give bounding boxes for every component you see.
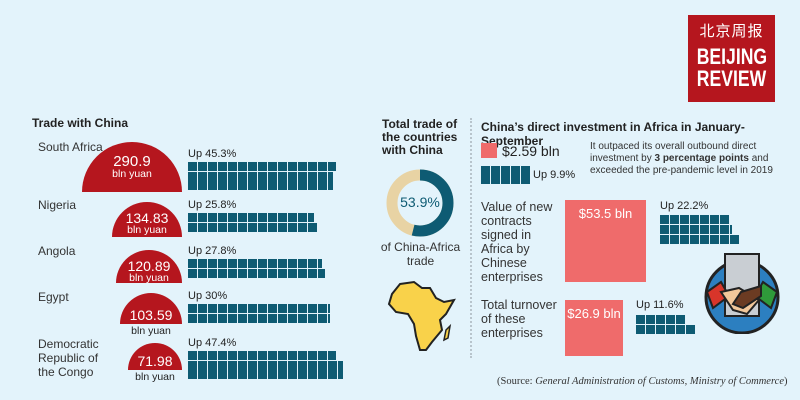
growth-grid-row xyxy=(188,360,343,370)
country-name: Egypt xyxy=(38,290,69,304)
growth-grid-row xyxy=(188,213,314,222)
contracts-value: $53.5 bln xyxy=(565,200,646,282)
trade-unit: bln yuan xyxy=(112,168,152,180)
growth-grid-row xyxy=(188,171,333,181)
country-name: South Africa xyxy=(38,140,103,154)
trade-growth: Up 25.8% xyxy=(188,199,237,211)
share-caption: of China-Africa trade xyxy=(380,240,461,268)
country-name: Nigeria xyxy=(38,198,77,212)
trade-growth: Up 45.3% xyxy=(188,148,237,160)
source-text: ) xyxy=(784,376,788,387)
trade-value: 103.59 xyxy=(129,307,173,323)
trade-value: 290.9 xyxy=(113,153,151,170)
growth-grid-row xyxy=(188,313,330,323)
donut-share xyxy=(386,169,454,237)
trade-unit: bln yuan xyxy=(135,371,175,383)
turnover-value: $26.9 bln xyxy=(565,300,623,356)
contracts-grid xyxy=(660,215,729,224)
logo-line2: REVIEW xyxy=(696,66,767,91)
investment-note: It outpaced its overall outbound direct … xyxy=(590,141,790,177)
direct-growth: Up 9.9% xyxy=(533,169,576,181)
direct-square xyxy=(481,143,497,158)
growth-grid-row xyxy=(188,181,333,190)
note-bold: 3 percentage points xyxy=(654,153,749,164)
growth-grid-row xyxy=(188,162,336,171)
note-text: It outpaced its overall outbound direct … xyxy=(590,141,757,164)
trade-growth: Up 47.4% xyxy=(188,337,237,349)
growth-grid-row xyxy=(188,304,330,313)
trade-title: Trade with China xyxy=(32,116,129,130)
growth-grid-row xyxy=(188,259,322,268)
growth-grid-row xyxy=(188,370,343,379)
turnover-grid xyxy=(636,325,695,334)
growth-grid-row xyxy=(188,268,325,278)
divider xyxy=(470,118,472,358)
growth-grid-row xyxy=(188,222,318,232)
share-value: 53.9% xyxy=(400,194,440,210)
beijing-review-logo: 北京周报 BEIJING REVIEW xyxy=(688,15,775,102)
trade-unit: bln yuan xyxy=(131,325,171,337)
country-name: Democratic Republic of the Congo xyxy=(38,337,99,379)
turnover-grid xyxy=(636,315,685,324)
direct-grid xyxy=(481,166,530,175)
direct-value: $2.59 bln xyxy=(502,143,560,159)
contracts-grid xyxy=(660,225,732,234)
turnover-label: Total turnover of these enterprises xyxy=(481,298,557,340)
trade-growth: Up 30% xyxy=(188,290,228,302)
handshake-icon xyxy=(704,253,780,334)
growth-grid-row xyxy=(188,351,336,360)
source-note: (Source: General Administration of Custo… xyxy=(497,376,788,387)
trade-unit: bln yuan xyxy=(127,224,167,237)
trade-unit: bln yuan xyxy=(129,271,169,284)
contracts-label: Value of new contracts signed in Africa … xyxy=(481,200,553,284)
direct-grid xyxy=(481,175,530,184)
contracts-grid xyxy=(660,235,739,244)
source-italic: General Administration of Customs, Minis… xyxy=(535,376,784,387)
note-text: and exceeded the pre-pandemic level in 2… xyxy=(590,153,773,176)
trade-value: 120.89 xyxy=(127,257,171,274)
logo-chinese: 北京周报 xyxy=(699,22,764,40)
logo-line1: BEIJING xyxy=(696,44,768,69)
share-title: Total trade of the countries with China xyxy=(382,117,458,157)
share-donut xyxy=(386,169,454,237)
country-name: Angola xyxy=(38,244,76,258)
source-text: (Source: xyxy=(497,376,536,387)
trade-value: 134.83 xyxy=(125,210,169,227)
contracts-growth: Up 22.2% xyxy=(660,200,709,212)
turnover-growth: Up 11.6% xyxy=(636,299,684,311)
trade-growth: Up 27.8% xyxy=(188,245,237,257)
africa-map-icon xyxy=(387,280,456,351)
trade-value: 71.98 xyxy=(137,353,173,369)
